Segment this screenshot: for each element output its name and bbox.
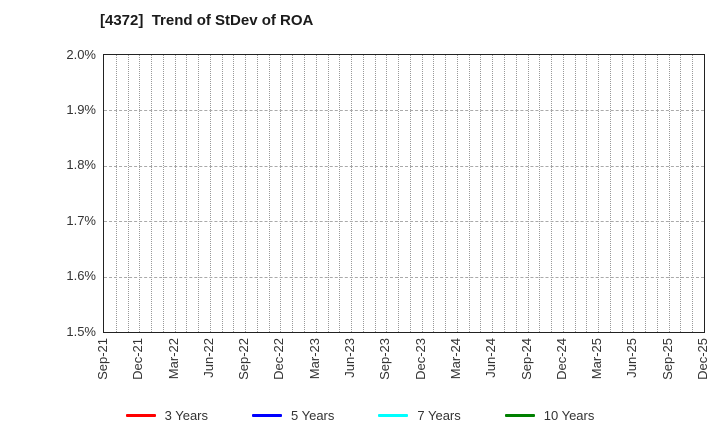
vertical-gridline [174, 55, 176, 332]
legend-label: 7 Years [417, 407, 461, 423]
x-tick-label: Mar-24 [447, 338, 463, 380]
legend-label: 3 Years [164, 407, 208, 423]
vertical-gridline [562, 55, 564, 332]
vertical-gridline [362, 55, 364, 332]
vertical-gridline [468, 55, 470, 332]
legend-item: 3 Years [125, 407, 208, 423]
vertical-gridline [209, 55, 211, 332]
vertical-gridline [304, 55, 305, 332]
legend-label: 10 Years [543, 407, 595, 423]
vertical-gridline [668, 55, 670, 332]
vertical-gridline [515, 55, 517, 332]
x-tick-label: Dec-22 [271, 338, 287, 380]
x-tick-label: Sep-24 [518, 338, 534, 380]
vertical-gridline [151, 55, 153, 332]
legend-item: 5 Years [252, 408, 334, 423]
vertical-gridline [115, 55, 117, 332]
vertical-gridline [656, 55, 658, 332]
chart-title: [4372] Trend of StDev of ROA [100, 12, 314, 29]
y-tick-label: 1.8% [66, 157, 96, 173]
x-tick-label: Sep-21 [95, 338, 110, 380]
legend: 3 Years 5 Years 7 Years 10 Years [0, 404, 720, 426]
y-tick-label: 1.5% [66, 323, 96, 339]
x-tick-label: Sep-23 [377, 338, 393, 380]
vertical-gridline [256, 55, 258, 332]
vertical-gridline [186, 55, 188, 332]
x-tick-label: Mar-22 [165, 338, 181, 380]
x-tick-label: Mar-25 [589, 338, 605, 380]
legend-item: 7 Years [378, 407, 461, 423]
x-tick-label: Jun-24 [483, 338, 499, 378]
vertical-gridline [445, 55, 447, 332]
x-tick-label: Mar-23 [306, 338, 322, 380]
vertical-gridline [351, 55, 353, 332]
x-tick-label: Dec-21 [130, 338, 146, 380]
plot-area [103, 54, 705, 333]
vertical-gridline [527, 55, 529, 332]
vertical-gridline [127, 55, 129, 332]
horizontal-gridline [104, 110, 704, 112]
vertical-gridline [221, 55, 223, 332]
horizontal-gridline [104, 165, 704, 167]
vertical-gridline [233, 55, 235, 332]
vertical-gridline [433, 55, 435, 332]
legend-line-swatch [378, 413, 409, 417]
x-tick-label: Sep-22 [236, 338, 252, 380]
vertical-gridline [386, 55, 388, 332]
vertical-gridline [198, 55, 200, 332]
vertical-gridline [586, 55, 588, 332]
vertical-gridline [327, 55, 329, 332]
vertical-gridline [374, 55, 376, 332]
legend-item: 10 Years [504, 407, 595, 423]
legend-line-swatch [125, 413, 156, 417]
y-tick-label: 2.0% [66, 46, 96, 62]
vertical-gridline [633, 55, 635, 332]
vertical-gridline [574, 55, 576, 332]
vertical-gridline [139, 55, 141, 332]
vertical-gridline [421, 55, 423, 332]
vertical-gridline [339, 55, 341, 332]
vertical-gridline [268, 55, 270, 332]
x-tick-label: Dec-23 [412, 338, 428, 380]
vertical-gridline [456, 55, 458, 332]
vertical-gridline [315, 55, 317, 332]
vertical-gridline [645, 55, 647, 332]
vertical-gridline [245, 55, 247, 332]
vertical-gridline [621, 55, 623, 332]
vertical-gridline [280, 55, 282, 332]
vertical-gridline [609, 55, 611, 332]
horizontal-gridline [104, 276, 704, 278]
vertical-gridline [692, 55, 694, 332]
x-tick-label: Sep-25 [659, 338, 675, 380]
x-tick-label: Dec-25 [695, 338, 710, 380]
vertical-gridline [504, 55, 505, 332]
vertical-gridline [292, 55, 294, 332]
horizontal-gridline [104, 221, 704, 223]
vertical-gridline [492, 55, 494, 332]
vertical-gridline [162, 55, 164, 332]
y-tick-label: 1.7% [66, 212, 96, 228]
x-tick-label: Jun-22 [200, 338, 216, 378]
legend-line-swatch [252, 413, 282, 417]
legend-label: 5 Years [291, 407, 335, 423]
vertical-gridline [539, 55, 541, 332]
vertical-gridline [680, 55, 682, 332]
legend-line-swatch [504, 413, 535, 417]
vertical-gridline [409, 55, 411, 332]
vertical-gridline [398, 55, 400, 332]
y-tick-label: 1.6% [66, 268, 96, 284]
y-tick-label: 1.9% [66, 101, 96, 117]
vertical-gridline [480, 55, 482, 332]
vertical-gridline [551, 55, 553, 332]
vertical-gridline [598, 55, 600, 332]
x-tick-label: Jun-25 [624, 338, 640, 378]
x-tick-label: Jun-23 [342, 338, 358, 378]
x-tick-label: Dec-24 [553, 338, 569, 380]
